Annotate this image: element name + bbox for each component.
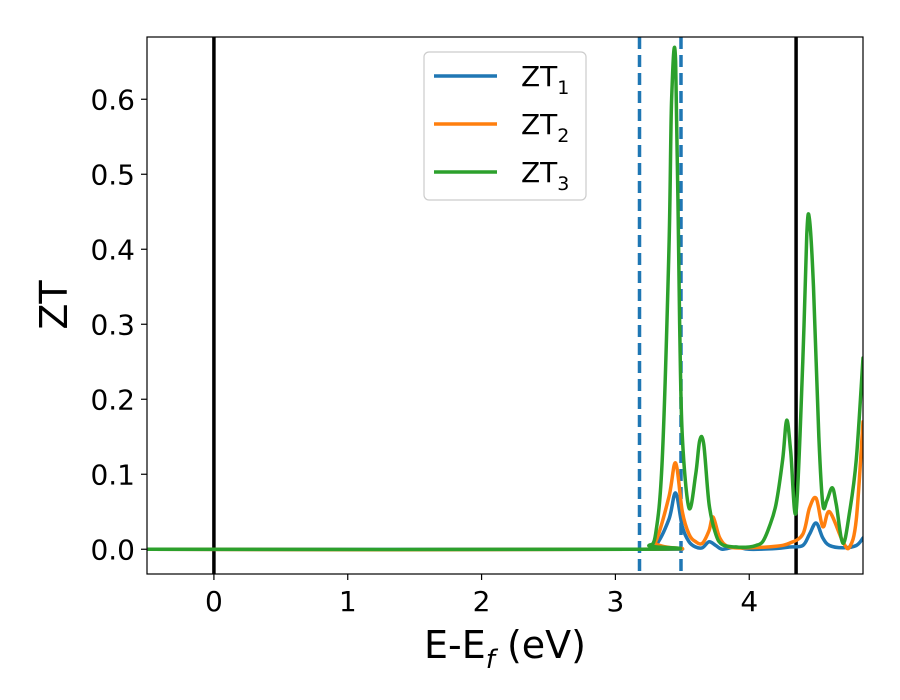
- legend-label-zt3: ZT3: [521, 156, 569, 195]
- y-tick-label: 0.0: [90, 533, 135, 566]
- reference-lines: [212, 37, 798, 574]
- y-tick-label: 0.5: [90, 158, 135, 191]
- y-tick-label: 0.1: [90, 458, 135, 491]
- x-tick-label: 1: [339, 585, 357, 618]
- plot-frame: [146, 36, 864, 575]
- x-tick-label: 2: [473, 585, 491, 618]
- x-axis-title-base: E-E: [424, 623, 486, 667]
- series-line-zt3: [147, 45, 863, 552]
- legend-box: [423, 51, 587, 201]
- legend: ZT1 ZT2 ZT3: [423, 51, 587, 201]
- series-line-zt2: [147, 420, 863, 552]
- legend-label-zt1: ZT1: [521, 60, 569, 99]
- x-tick-label: 4: [740, 585, 758, 618]
- x-tick-label: 3: [606, 585, 624, 618]
- y-axis-title: ZT: [32, 280, 76, 330]
- series-lines: [147, 45, 863, 552]
- y-tick-label: 0.4: [90, 233, 135, 266]
- y-axis: 0.0 0.1 0.2 0.3 0.4 0.5 0.6: [90, 83, 147, 566]
- x-tick-label: 0: [205, 585, 223, 618]
- x-axis-title: E-Ef (eV): [424, 623, 586, 675]
- y-tick-label: 0.3: [90, 308, 135, 341]
- x-axis: 0 1 2 3 4: [205, 574, 758, 618]
- legend-label-zt2: ZT2: [521, 108, 569, 147]
- y-tick-label: 0.6: [90, 83, 135, 116]
- y-tick-label: 0.2: [90, 383, 135, 416]
- series-line-zt1: [147, 491, 863, 552]
- x-axis-title-rest: (eV): [495, 623, 586, 667]
